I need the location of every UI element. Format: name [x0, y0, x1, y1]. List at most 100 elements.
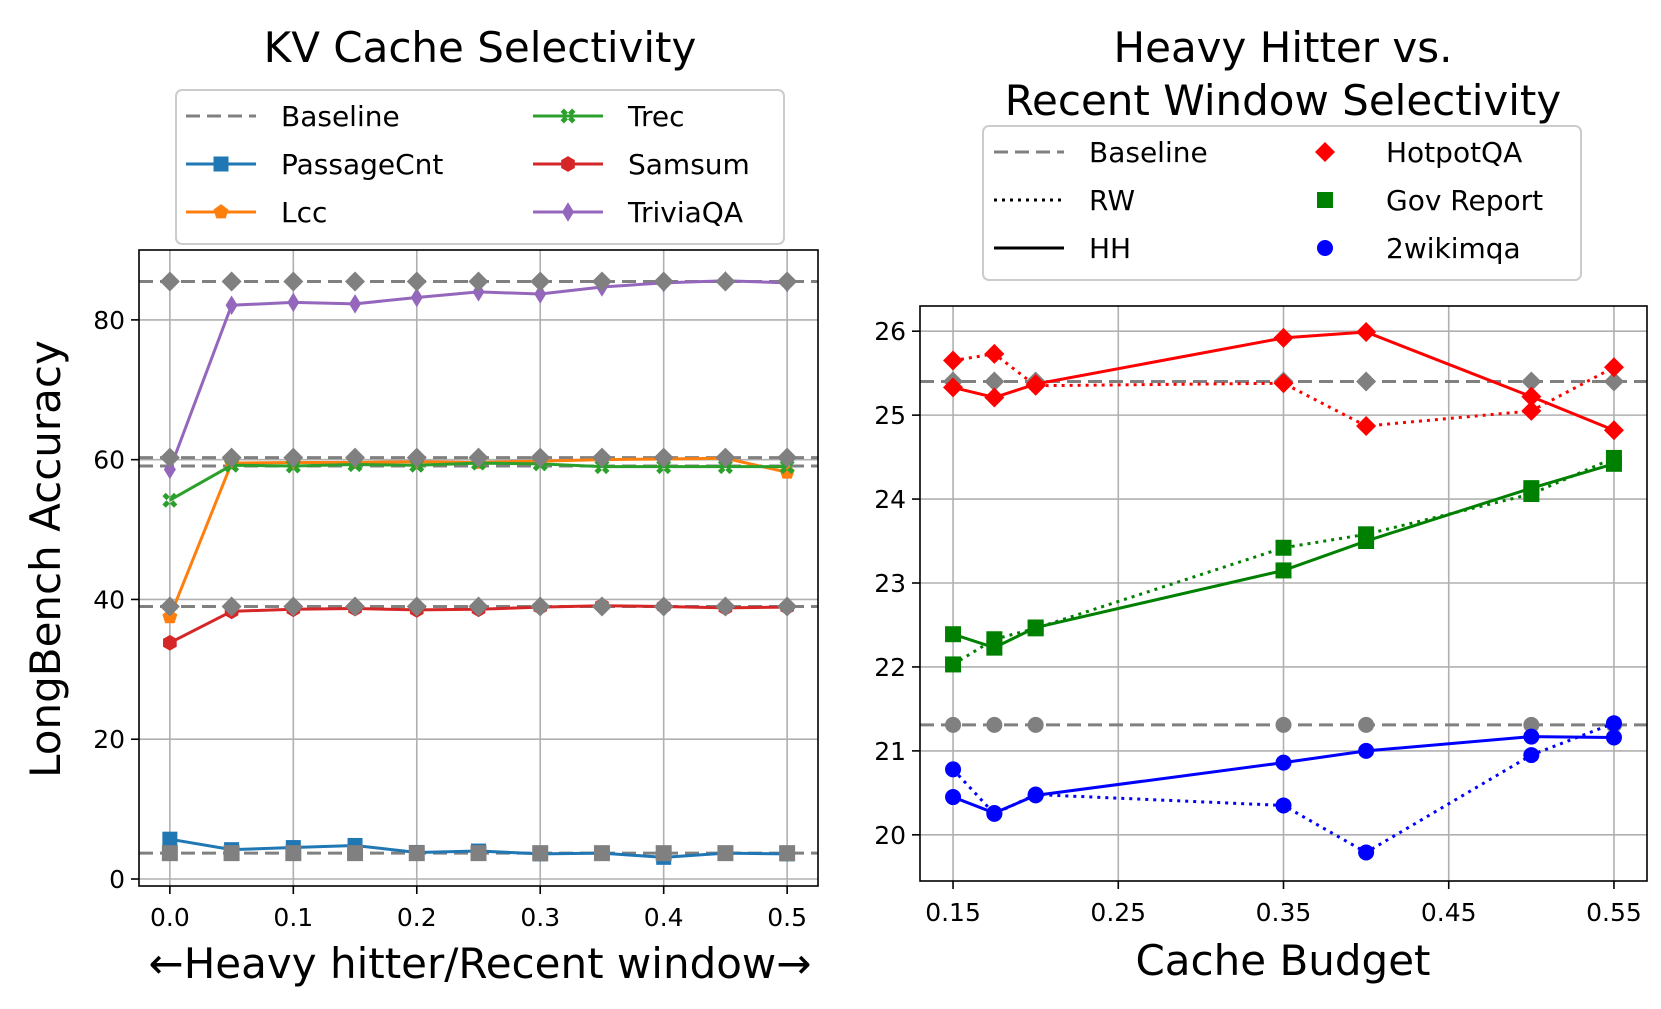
- right-ytick-label-5: 25: [874, 401, 906, 430]
- right-legend-frame: [982, 125, 1582, 281]
- left-point-triviaqa-4: [410, 287, 423, 308]
- right-point-rw-hotpotqa-5: [1521, 400, 1542, 421]
- right-chart-title-line2: Recent Window Selectivity: [1005, 76, 1562, 125]
- right-point-hh-gov-report-5: [1523, 480, 1540, 497]
- right-baseline-point-1-0: [945, 716, 962, 733]
- legend-label-samsum: Samsum: [628, 148, 750, 181]
- left-xtick-label-1: 0.1: [273, 903, 313, 932]
- legend-label-trec: Trec: [627, 100, 685, 133]
- left-chart-title: KV Cache Selectivity: [264, 23, 697, 72]
- right-ytick-label-1: 21: [874, 737, 906, 766]
- left-baseline-point-0-0: [159, 447, 180, 468]
- legend-label-lcc: Lcc: [281, 196, 327, 229]
- right-baseline-point-1-3: [1275, 716, 1292, 733]
- left-baseline-point-3-0: [161, 845, 178, 862]
- left-baseline-point-0-5: [468, 447, 489, 468]
- left-baseline-point-2-1: [221, 596, 242, 617]
- left-xtick-label-4: 0.4: [644, 903, 684, 932]
- legend-handle-marker-2wikimqa: [1317, 240, 1333, 256]
- left-baseline-point-1-7: [591, 271, 612, 292]
- right-xtick-label-2: 0.35: [1256, 898, 1312, 927]
- legend-handle-marker-hotpotqa: [1315, 142, 1335, 162]
- left-xtick-label-5: 0.5: [767, 903, 807, 932]
- left-point-samsum-0: [163, 634, 177, 651]
- left-legend: Baseline PassageCnt Lcc Trec Samsum Triv…: [175, 89, 785, 245]
- legend-label-passagecnt: PassageCnt: [281, 148, 443, 181]
- right-point-rw-hotpotqa-6: [1603, 357, 1624, 378]
- right-ytick-label-0: 20: [874, 821, 906, 850]
- right-chart-title-line1: Heavy Hitter vs.: [1114, 23, 1453, 72]
- left-baseline-point-0-1: [221, 447, 242, 468]
- left-point-triviaqa-2: [287, 292, 300, 313]
- right-point-rw-hotpotqa-4: [1356, 416, 1377, 437]
- right-point-hh-gov-report-6: [1605, 455, 1622, 472]
- left-baseline-point-0-9: [715, 447, 736, 468]
- right-x-axis-label: Cache Budget: [1135, 936, 1430, 985]
- left-series-line-lcc: [168, 456, 788, 618]
- right-ytick-label-6: 26: [874, 317, 906, 346]
- left-baseline-point-2-10: [777, 596, 798, 617]
- right-point-hh-2wikimqa-4: [1358, 742, 1375, 759]
- legend-label-baseline: Baseline: [281, 100, 400, 133]
- left-baseline-point-1-0: [159, 271, 180, 292]
- left-baseline-point-3-9: [717, 845, 734, 862]
- left-baseline-point-3-8: [655, 845, 672, 862]
- right-point-hh-2wikimqa-0: [945, 789, 962, 806]
- right-point-hh-hotpotqa-4: [1356, 322, 1377, 343]
- right-xtick-label-3: 0.45: [1421, 898, 1477, 927]
- left-baseline-point-0-6: [530, 447, 551, 468]
- left-baseline-point-1-1: [221, 271, 242, 292]
- right-point-rw-hotpotqa-0: [943, 350, 964, 371]
- right-point-rw-2wikimqa-4: [1358, 844, 1375, 861]
- left-ytick-label-2: 40: [93, 585, 125, 614]
- right-point-hh-hotpotqa-1: [984, 387, 1005, 408]
- left-baseline-point-1-6: [530, 271, 551, 292]
- left-baseline-point-1-8: [653, 271, 674, 292]
- legend-label-rw: RW: [1089, 184, 1135, 217]
- left-baseline-point-3-7: [593, 845, 610, 862]
- left-baseline-point-1-10: [777, 271, 798, 292]
- right-point-hh-2wikimqa-6: [1605, 729, 1622, 746]
- left-baseline-point-2-8: [653, 596, 674, 617]
- left-point-triviaqa-6: [534, 284, 547, 304]
- legend-label-gov-report: Gov Report: [1386, 184, 1543, 217]
- left-baseline-point-3-6: [532, 845, 549, 862]
- right-xtick-label-1: 0.25: [1090, 898, 1146, 927]
- left-baseline-point-3-4: [408, 845, 425, 862]
- right-point-hh-hotpotqa-5: [1521, 386, 1542, 407]
- left-baseline-point-1-9: [715, 271, 736, 292]
- left-y-axis-label: LongBench Accuracy: [21, 340, 70, 778]
- left-baseline-point-3-10: [779, 845, 796, 862]
- legend-label-triviaqa: TriviaQA: [627, 196, 743, 229]
- left-xtick-label-0: 0.0: [150, 903, 190, 932]
- right-point-rw-hotpotqa-3: [1273, 373, 1294, 394]
- left-baseline-point-2-5: [468, 596, 489, 617]
- left-baseline-point-2-2: [283, 596, 304, 617]
- legend-label-2wikimqa: 2wikimqa: [1386, 232, 1521, 265]
- right-point-rw-gov-report-3: [1275, 539, 1292, 556]
- right-baseline-point-0-4: [1356, 371, 1377, 392]
- left-point-passagecnt-0: [162, 831, 178, 847]
- right-point-rw-gov-report-0: [945, 656, 962, 673]
- left-series-line-triviaqa: [168, 279, 788, 470]
- right-data: [920, 322, 1647, 861]
- left-point-triviaqa-0: [163, 459, 176, 480]
- left-legend-frame: [175, 89, 785, 245]
- left-baseline-point-3-3: [347, 845, 364, 862]
- left-plot-area: 0.0 0.1 0.2 0.3 0.4 0.5 0 20 40 60 80: [93, 249, 819, 932]
- left-xtick-label-3: 0.3: [520, 903, 560, 932]
- right-point-hh-hotpotqa-0: [943, 377, 964, 398]
- legend-handle-marker-samsum: [561, 156, 575, 172]
- left-baseline-point-0-2: [283, 447, 304, 468]
- legend-handle-marker-gov-report: [1317, 192, 1333, 208]
- right-chart: Heavy Hitter vs. Recent Window Selectivi…: [874, 23, 1648, 985]
- legend-handle-marker-triviaqa: [562, 202, 574, 222]
- left-baseline-point-2-7: [591, 596, 612, 617]
- left-baseline-point-1-4: [406, 271, 427, 292]
- right-point-hh-2wikimqa-3: [1275, 754, 1292, 771]
- right-point-rw-2wikimqa-6: [1605, 715, 1622, 732]
- left-chart: KV Cache Selectivity 0.0 0.1 0.2 0.3 0.4 0.50…: [21, 23, 819, 988]
- left-ytick-label-4: 80: [93, 306, 125, 335]
- left-point-triviaqa-3: [349, 294, 362, 314]
- left-baseline-point-3-2: [285, 845, 302, 862]
